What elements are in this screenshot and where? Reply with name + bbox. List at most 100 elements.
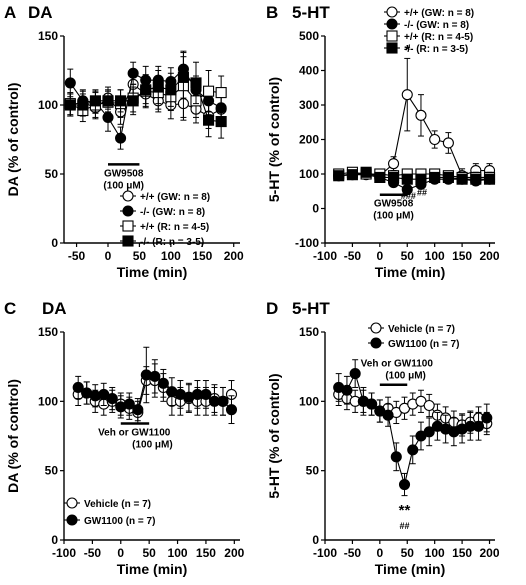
legend-label: +/+ (R: n = 4-5) bbox=[140, 222, 209, 233]
drug-label: GW9508 bbox=[104, 168, 144, 179]
panel-a: A DA 0 50 100 150 -50 0 50 100 150 200 Time (min) DA … bbox=[4, 3, 244, 280]
legend-label: -/- (GW: n = 8) bbox=[404, 20, 469, 31]
y-tick-label: 0 bbox=[312, 202, 319, 216]
data-point bbox=[333, 170, 345, 182]
significance-marker: ** bbox=[399, 502, 411, 519]
panel-title: DA bbox=[42, 299, 67, 318]
significance-marker: ## bbox=[400, 521, 410, 531]
y-tick-label: 0 bbox=[312, 533, 319, 547]
data-point bbox=[483, 173, 496, 185]
legend-marker bbox=[386, 18, 398, 30]
drug-label: GW9508 bbox=[374, 199, 414, 210]
data-point bbox=[115, 132, 127, 144]
legend-marker bbox=[122, 220, 134, 232]
y-tick-label: 150 bbox=[38, 325, 58, 339]
x-tick-label: -50 bbox=[344, 546, 362, 560]
legend-label: Vehicle (n = 7) bbox=[388, 324, 455, 335]
data-point bbox=[470, 173, 482, 185]
y-tick-label: 300 bbox=[299, 98, 319, 112]
data-point bbox=[89, 95, 101, 107]
panel-b: B 5-HT -100 0 100 200 300 400 500 -100 -50 0 50 100 15… bbox=[266, 3, 500, 280]
legend-marker bbox=[386, 42, 398, 54]
series-4 bbox=[333, 166, 496, 185]
x-tick-label: 150 bbox=[196, 546, 216, 560]
x-tick-label: 0 bbox=[376, 546, 383, 560]
panel-c: C DA 0 50 100 150 -100 -50 0 50 100 150 200 Time (min… bbox=[4, 299, 245, 577]
data-point bbox=[374, 171, 386, 183]
y-tick-label: 100 bbox=[299, 167, 319, 181]
data-point bbox=[481, 412, 493, 424]
x-tick-label: 100 bbox=[168, 546, 188, 560]
x-tick-label: 50 bbox=[401, 546, 415, 560]
x-tick-label: 200 bbox=[224, 249, 244, 263]
legend-label: +/+ (GW: n = 8) bbox=[140, 192, 210, 203]
x-tick-label: 150 bbox=[452, 546, 472, 560]
data-point bbox=[77, 99, 89, 111]
legend-marker bbox=[66, 497, 78, 509]
data-point bbox=[349, 368, 361, 380]
legend-marker bbox=[386, 30, 398, 42]
y-tick-label: 50 bbox=[306, 464, 320, 478]
significance-marker: * bbox=[404, 42, 410, 59]
data-point bbox=[442, 137, 454, 149]
drug-concentration-label: (100 μM) bbox=[132, 440, 173, 451]
x-axis-label: Time (min) bbox=[117, 561, 188, 577]
x-axis-label: Time (min) bbox=[375, 264, 446, 280]
data-point bbox=[102, 95, 114, 107]
data-point bbox=[177, 71, 189, 83]
x-tick-label: 0 bbox=[105, 249, 112, 263]
panel-label: D bbox=[266, 299, 278, 318]
y-tick-label: 150 bbox=[299, 325, 319, 339]
data-point bbox=[203, 114, 215, 126]
legend-label: Vehicle (n = 7) bbox=[84, 499, 151, 510]
legend-label: +/+ (GW: n = 8) bbox=[404, 8, 474, 19]
panel-d: D 5-HT 0 50 100 150 -100 -50 0 50 100 150 200 Time (m… bbox=[266, 299, 500, 577]
y-tick-label: 0 bbox=[51, 533, 58, 547]
legend-marker bbox=[370, 322, 382, 334]
x-tick-label: 150 bbox=[452, 249, 472, 263]
legend-label: GW1100 (n = 7) bbox=[388, 339, 459, 350]
y-tick-label: 50 bbox=[45, 464, 59, 478]
y-tick-label: 400 bbox=[299, 64, 319, 78]
data-point bbox=[140, 84, 152, 96]
legend-marker bbox=[122, 190, 134, 202]
x-tick-label: -50 bbox=[84, 546, 102, 560]
x-tick-label: 200 bbox=[224, 546, 244, 560]
data-point bbox=[123, 398, 135, 410]
legend-label: +/+ (R: n = 4-5) bbox=[404, 32, 473, 43]
y-tick-label: 100 bbox=[299, 394, 319, 408]
drug-label: Veh or GW1100 bbox=[98, 428, 171, 439]
significance-marker: ### bbox=[401, 191, 416, 201]
x-axis-label: Time (min) bbox=[375, 561, 446, 577]
data-point bbox=[415, 173, 427, 185]
data-point bbox=[401, 89, 413, 101]
data-point bbox=[407, 444, 419, 456]
data-point bbox=[429, 171, 441, 183]
legend: Vehicle (n = 7) GW1100 (n = 7) bbox=[64, 497, 155, 527]
panel-title: DA bbox=[28, 3, 53, 22]
x-tick-label: 0 bbox=[117, 546, 124, 560]
data-point bbox=[217, 395, 229, 407]
y-axis-label: DA (% of control) bbox=[5, 379, 21, 493]
panel-title: 5-HT bbox=[292, 299, 330, 318]
legend-label: -/- (R: n = 3-5) bbox=[404, 44, 468, 55]
data-point bbox=[152, 81, 164, 93]
data-point bbox=[225, 404, 238, 416]
data-point bbox=[429, 133, 441, 146]
data-point bbox=[190, 77, 202, 89]
data-point bbox=[415, 109, 427, 121]
series-line bbox=[338, 93, 490, 177]
y-tick-label: 0 bbox=[51, 236, 58, 250]
data-point bbox=[165, 84, 177, 96]
y-tick-label: 100 bbox=[38, 98, 58, 112]
y-axis-label: 5-HT (% of control) bbox=[266, 373, 282, 498]
data-point bbox=[346, 169, 358, 181]
legend: +/+ (GW: n = 8)-/- (GW: n = 8)+/+ (R: n … bbox=[384, 6, 474, 55]
data-point bbox=[423, 399, 435, 412]
y-tick-label: 150 bbox=[38, 29, 58, 43]
x-tick-label: 150 bbox=[192, 249, 212, 263]
data-point bbox=[64, 99, 76, 111]
data-point bbox=[387, 158, 400, 170]
x-tick-label: -50 bbox=[68, 249, 86, 263]
significance-marker: ## bbox=[417, 188, 427, 198]
